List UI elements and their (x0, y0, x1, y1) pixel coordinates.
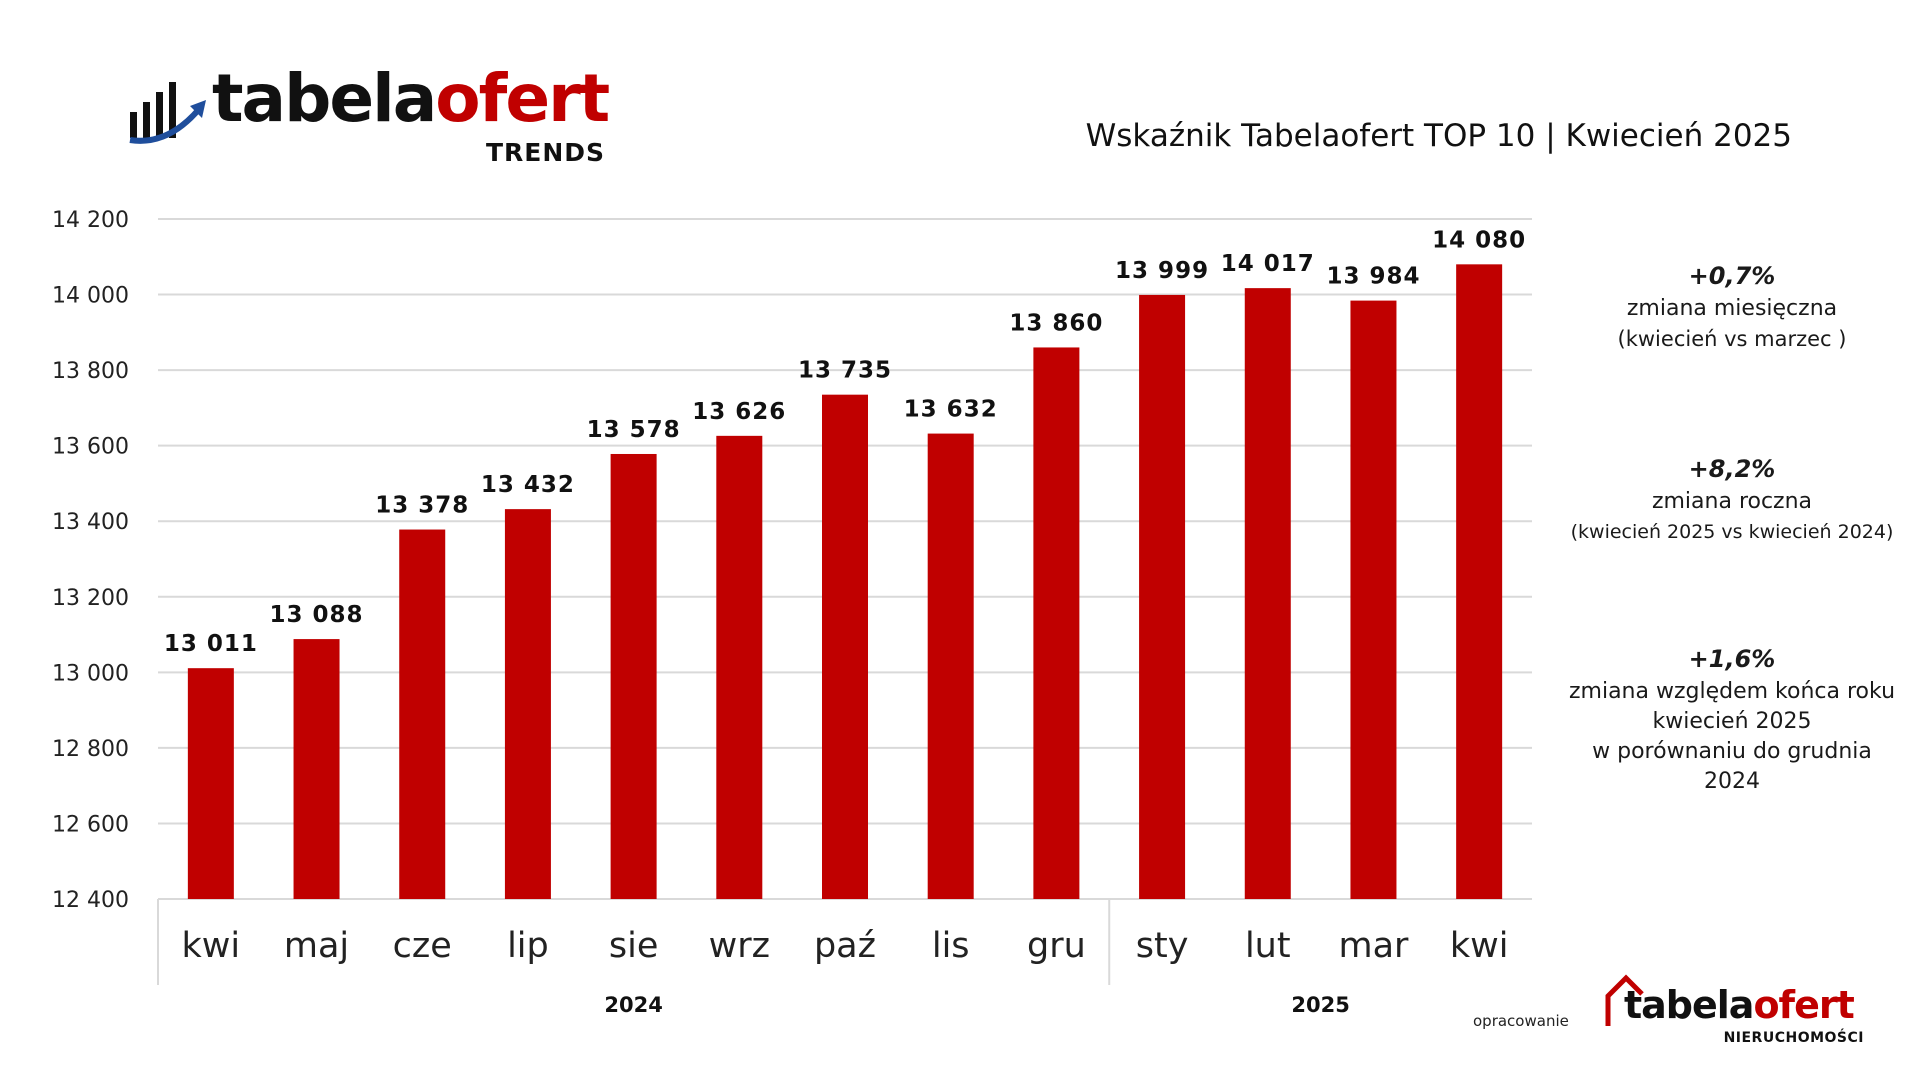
bar-chart-arrow-icon (129, 82, 206, 144)
bar (1350, 300, 1397, 900)
bar-value-label: 13 984 (1326, 264, 1420, 290)
y-tick-label: 13 800 (52, 359, 129, 384)
stat-note: (kwiecień vs marzec ) (1617, 327, 1847, 351)
logo-subtitle: NIERUCHOMOŚCI (1723, 1030, 1864, 1046)
stat-label: zmiana roczna (1651, 489, 1813, 514)
bar-value-label: 13 378 (375, 493, 469, 519)
stat-value: +1,6% (1688, 645, 1776, 673)
bar (1456, 264, 1503, 899)
page-title: Wskaźnik Tabelaofert TOP 10 | Kwiecień 2… (1085, 118, 1792, 154)
bar-value-label: 14 017 (1221, 251, 1315, 277)
logo-wordmark: tabelaofert (1624, 983, 1855, 1027)
x-tick-label: gru (1027, 926, 1086, 966)
x-tick-label: kwi (1450, 926, 1509, 966)
x-tick-label: lip (507, 926, 549, 966)
x-tick-label: wrz (709, 926, 770, 966)
bar (1244, 288, 1291, 900)
bar (293, 639, 340, 899)
stat-yearly-change: +8,2% zmiana roczna (kwiecień 2025 vs kw… (1562, 455, 1902, 547)
x-tick-label: sie (609, 926, 659, 966)
bar (927, 433, 974, 899)
bar (716, 435, 763, 899)
year-group-label: 2025 (1291, 993, 1349, 1017)
logo-subtitle: TRENDS (486, 138, 606, 167)
y-tick-label: 13 600 (52, 435, 129, 460)
bar (187, 668, 234, 899)
stat-year-end-change: +1,6% zmiana względem końca roku kwiecie… (1562, 645, 1902, 797)
y-tick-label: 14 000 (52, 284, 129, 309)
bar-value-label: 13 088 (270, 602, 364, 628)
stat-label: kwiecień 2025 (1652, 709, 1812, 734)
y-tick-label: 14 200 (52, 208, 129, 233)
stat-note: (kwiecień 2025 vs kwiecień 2024) (1570, 521, 1894, 543)
bar (399, 529, 446, 899)
y-tick-label: 13 000 (52, 661, 129, 686)
y-tick-label: 12 400 (52, 888, 129, 913)
stat-value: +0,7% (1688, 262, 1776, 290)
house-icon (1605, 974, 1644, 1026)
bar (610, 453, 657, 899)
x-tick-label: mar (1338, 926, 1409, 966)
bar-value-label: 14 080 (1432, 227, 1526, 253)
bar-value-label: 13 999 (1115, 258, 1209, 284)
x-tick-label: paź (814, 926, 876, 966)
bar-value-label: 13 632 (904, 397, 998, 423)
bar (1033, 347, 1080, 899)
x-tick-label: maj (284, 926, 349, 966)
tabelaofert-nieruchomosci-logo: tabelaofert NIERUCHOMOŚCI (1604, 972, 1864, 1052)
bar (504, 509, 551, 899)
stat-value: +8,2% (1688, 455, 1776, 483)
x-tick-label: lut (1245, 926, 1291, 966)
bar-value-label: 13 860 (1009, 310, 1103, 336)
x-tick-label: kwi (182, 926, 241, 966)
bar (1139, 294, 1186, 899)
bar-value-label: 13 432 (481, 472, 575, 498)
tabelaofert-trends-logo: tabelaofert TRENDS (128, 66, 610, 180)
stat-label: w porównaniu do grudnia (1592, 739, 1872, 764)
x-tick-label: lis (932, 926, 970, 966)
y-tick-label: 12 600 (52, 812, 129, 837)
x-tick-label: cze (393, 926, 452, 966)
y-tick-label: 13 200 (52, 586, 129, 611)
y-tick-label: 13 400 (52, 510, 129, 535)
bar (822, 394, 868, 899)
x-tick-label: sty (1136, 926, 1189, 966)
logo-wordmark: tabelaofert (212, 60, 610, 137)
y-tick-label: 12 800 (52, 737, 129, 762)
stat-label: 2024 (1704, 769, 1760, 794)
stat-label: zmiana miesięczna (1626, 296, 1838, 321)
bar-value-label: 13 011 (164, 631, 258, 657)
stat-label: zmiana względem końca roku (1568, 679, 1896, 704)
prepared-by-label: opracowanie (1473, 1012, 1569, 1030)
year-group-label: 2024 (604, 993, 662, 1017)
bar-value-label: 13 626 (692, 399, 786, 425)
bar-value-label: 13 578 (587, 417, 681, 443)
stat-monthly-change: +0,7% zmiana miesięczna (kwiecień vs mar… (1562, 262, 1902, 354)
bar-value-label: 13 735 (798, 358, 892, 384)
